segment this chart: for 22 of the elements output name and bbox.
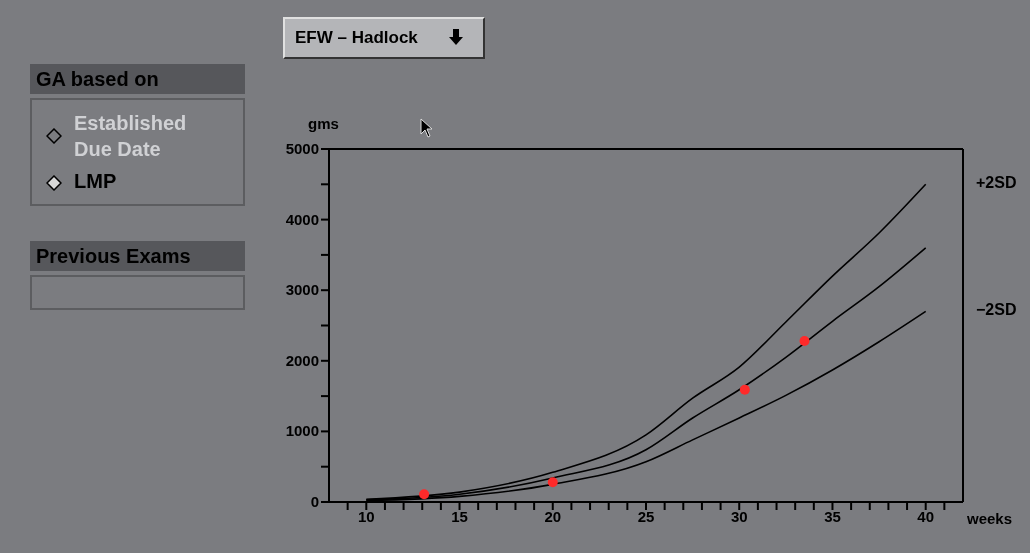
x-tick-label: 30 bbox=[730, 508, 748, 525]
text: LMP bbox=[74, 170, 117, 193]
text: Previous Exams bbox=[30, 241, 245, 271]
x-tick-label: 10 bbox=[357, 508, 375, 525]
y-tick-label: 0 bbox=[310, 493, 319, 510]
text: +2SD bbox=[976, 174, 1017, 192]
x-tick-label: 20 bbox=[544, 508, 562, 525]
text: −2SD bbox=[976, 301, 1017, 319]
y-tick-label: 4000 bbox=[285, 210, 319, 228]
y-axis-title: gms bbox=[308, 115, 339, 132]
x-tick-label: 25 bbox=[637, 508, 655, 525]
x-axis-title: weeks bbox=[967, 510, 1013, 527]
y-tick-label: 5000 bbox=[285, 140, 319, 157]
text: Established Due Date bbox=[74, 111, 188, 162]
x-tick-label: 40 bbox=[917, 508, 935, 525]
x-tick-label: 15 bbox=[451, 508, 468, 525]
y-tick-label: 1000 bbox=[285, 422, 319, 440]
y-tick-label: 3000 bbox=[285, 281, 319, 299]
chart-title: EFW – Hadlock bbox=[295, 28, 418, 48]
text: GA based on bbox=[30, 64, 245, 94]
x-tick-label: 35 bbox=[824, 508, 841, 525]
y-tick-label: 2000 bbox=[285, 351, 319, 369]
